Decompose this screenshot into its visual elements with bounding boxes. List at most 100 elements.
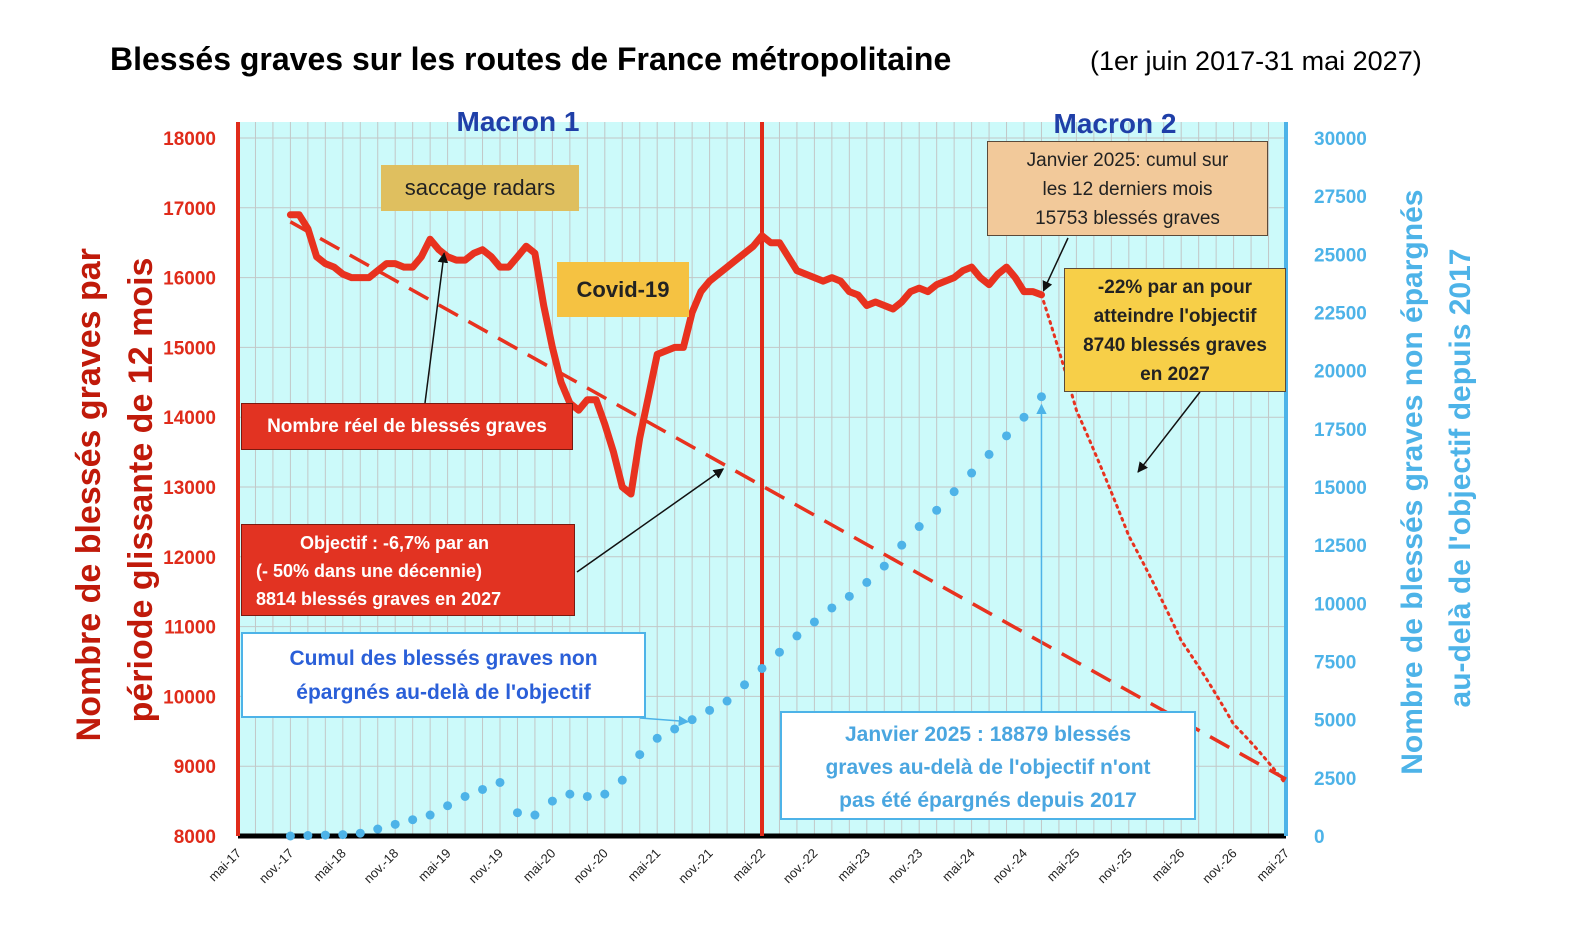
y-tick-right: 7500 xyxy=(1314,653,1356,674)
y-axis-label-right: Nombre de blessés graves non épargnés au… xyxy=(1396,181,1477,775)
cumul-point xyxy=(355,828,365,838)
y-tick-right: 30000 xyxy=(1314,129,1367,150)
x-tick-label: nov.-24 xyxy=(990,846,1031,887)
y-tick-left: 13000 xyxy=(163,478,216,499)
annotation-cumul-line1: Cumul des blessés graves non xyxy=(289,647,598,670)
annotation-objectif-22-line4: en 2027 xyxy=(1140,364,1210,385)
annotation-cumul: Cumul des blessés graves non épargnés au… xyxy=(241,632,646,718)
annotation-janvier-2025-excess: Janvier 2025 : 18879 blessés graves au-d… xyxy=(780,711,1196,820)
annotation-cumul-line2: épargnés au-delà de l'objectif xyxy=(296,681,591,704)
cumul-point xyxy=(390,819,400,829)
cumul-point xyxy=(530,810,540,820)
annotation-objectif-22-line1: -22% par an pour xyxy=(1097,277,1253,298)
annotation-saccage-radars-text: saccage radars xyxy=(404,175,556,200)
y-tick-right: 12500 xyxy=(1314,536,1367,557)
annotation-saccage-radars: saccage radars xyxy=(381,165,579,211)
cumul-point xyxy=(949,487,959,497)
chart-subtitle: (1er juin 2017-31 mai 2027) xyxy=(1090,46,1422,76)
series-layer xyxy=(285,211,1288,841)
real-series-line xyxy=(286,211,1045,498)
arrow-objective-22 xyxy=(1137,391,1201,473)
x-tick-label: mai-20 xyxy=(520,846,559,885)
arrow-cumul xyxy=(639,715,690,727)
x-tick-label: nov.-25 xyxy=(1094,846,1135,887)
annotation-janvier-2025-cumul-line2: les 12 derniers mois xyxy=(1042,179,1213,200)
cumul-point xyxy=(1019,412,1029,422)
y-tick-right: 15000 xyxy=(1314,478,1367,499)
cumul-point xyxy=(425,810,435,820)
objective-series-line xyxy=(289,220,1287,781)
cumul-point xyxy=(547,796,557,806)
cumul-point xyxy=(670,724,680,734)
cumul-point xyxy=(460,791,470,801)
cumul-point xyxy=(495,777,505,787)
y-tick-right: 20000 xyxy=(1314,362,1367,383)
annotation-objectif: Objectif : -6,7% par an (- 50% dans une … xyxy=(241,524,575,616)
annotation-janvier-2025-excess-line3: pas été épargnés depuis 2017 xyxy=(839,789,1137,812)
x-tick-label: mai-19 xyxy=(415,846,454,885)
y-tick-left: 14000 xyxy=(163,408,216,429)
y-tick-left: 11000 xyxy=(164,618,216,639)
x-tick-label: mai-17 xyxy=(205,846,244,885)
cumul-point xyxy=(722,696,732,706)
cumul-point xyxy=(652,733,662,743)
y-tick-right: 5000 xyxy=(1314,711,1356,732)
annotation-janvier-2025-excess-line1: Janvier 2025 : 18879 blessés xyxy=(844,723,1132,746)
cumul-point xyxy=(809,617,819,627)
cumul-point xyxy=(565,789,575,799)
x-tick-label: nov.-20 xyxy=(570,846,611,887)
cumul-point xyxy=(1036,392,1046,402)
annotation-objectif-22-line3: 8740 blessés graves xyxy=(1083,335,1267,356)
cumul-point xyxy=(617,775,627,785)
cumul-point xyxy=(373,824,383,834)
cumul-point xyxy=(984,449,994,459)
annotation-nombre-reel-text: Nombre réel de blessés graves xyxy=(267,416,547,437)
y-tick-right: 17500 xyxy=(1314,420,1367,441)
annotation-nombre-reel: Nombre réel de blessés graves xyxy=(241,403,573,450)
cumul-point xyxy=(740,680,750,690)
arrow-objective xyxy=(576,468,725,573)
x-tick-label: nov.-18 xyxy=(361,846,402,887)
cumul-point xyxy=(303,831,313,841)
cumul-point xyxy=(582,791,592,801)
y-tick-right: 25000 xyxy=(1314,245,1367,266)
y-tick-right: 22500 xyxy=(1314,304,1367,325)
cumul-point xyxy=(792,631,802,641)
cumul-point xyxy=(879,561,889,571)
x-tick-label: mai-25 xyxy=(1044,846,1083,885)
cumul-point xyxy=(478,784,488,794)
x-tick-label: nov.-23 xyxy=(885,846,926,887)
y-axis-label-left: Nombre de blessés graves par période gli… xyxy=(70,239,160,742)
chart-title: Blessés graves sur les routes de France … xyxy=(110,41,951,77)
cumul-point xyxy=(932,505,942,515)
cumul-point xyxy=(320,830,330,840)
cumul-point xyxy=(635,750,645,760)
annotation-covid: Covid-19 xyxy=(557,262,689,317)
cumul-point xyxy=(1002,431,1012,441)
y-tick-left: 17000 xyxy=(163,199,216,220)
x-tick-label: mai-26 xyxy=(1149,846,1188,885)
cumul-point xyxy=(862,577,872,587)
arrow-jan2025-cumul xyxy=(1042,237,1069,292)
y-tick-left: 15000 xyxy=(163,338,216,359)
cumul-point xyxy=(705,705,715,715)
x-tick-label: mai-21 xyxy=(625,846,664,885)
annotation-objectif-22-line2: atteindre l'objectif xyxy=(1093,306,1257,327)
y-tick-left: 18000 xyxy=(163,129,216,150)
annotation-arrows xyxy=(424,237,1201,727)
cumul-point xyxy=(512,808,522,818)
x-tick-label: nov.-19 xyxy=(466,846,507,887)
cumul-point xyxy=(774,647,784,657)
annotation-objectif-line1: Objectif : -6,7% par an xyxy=(300,533,490,553)
cumul-point xyxy=(914,522,924,532)
projection-series-line xyxy=(1039,293,1288,786)
period-label-macron1: Macron 1 xyxy=(457,106,580,137)
cumul-point xyxy=(967,468,977,478)
annotation-janvier-2025-excess-line2: graves au-delà de l'objectif n'ont xyxy=(825,756,1151,779)
x-tick-label: nov.-17 xyxy=(256,846,297,887)
annotation-objectif-line2: (- 50% dans une décennie) xyxy=(256,561,483,581)
period-label-macron2: Macron 2 xyxy=(1054,108,1177,139)
x-tick-label: mai-27 xyxy=(1253,846,1292,885)
cumul-point xyxy=(897,540,907,550)
cumul-point xyxy=(827,603,837,613)
